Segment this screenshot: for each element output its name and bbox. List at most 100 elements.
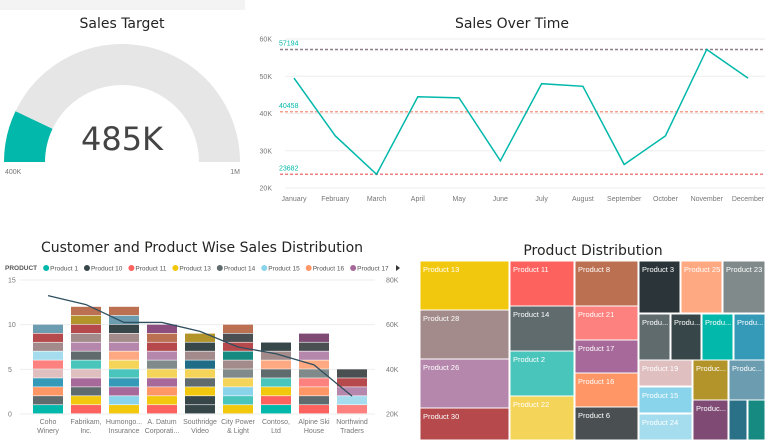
treemap-tile-rect[interactable] [729, 400, 747, 440]
treemap-tile-rect[interactable] [693, 400, 728, 440]
treemap-tile-rect[interactable] [693, 360, 728, 400]
treemap-tile[interactable]: Product 25 [681, 261, 722, 313]
treemap-tile-rect[interactable] [734, 314, 765, 360]
legend-item[interactable]: Product 10 [91, 266, 123, 273]
bar-segment[interactable] [185, 378, 215, 387]
treemap-tile[interactable]: Product 6 [575, 407, 638, 440]
bar-segment[interactable] [299, 369, 329, 378]
bar-segment[interactable] [33, 378, 63, 387]
treemap-tile[interactable]: Product 17 [575, 340, 638, 373]
treemap-tile[interactable] [729, 400, 747, 440]
bar-segment[interactable] [33, 387, 63, 396]
treemap-tile-rect[interactable] [681, 261, 722, 313]
bar-segment[interactable] [147, 333, 177, 342]
bar-segment[interactable] [33, 324, 63, 333]
bar-segment[interactable] [147, 342, 177, 351]
bar-segment[interactable] [109, 351, 139, 360]
treemap-tile-rect[interactable] [420, 408, 509, 440]
treemap-tile[interactable] [748, 400, 765, 440]
treemap-tile[interactable]: Product 11 [510, 261, 574, 306]
treemap-tile-rect[interactable] [510, 396, 574, 440]
bar-segment[interactable] [147, 387, 177, 396]
treemap-tile-rect[interactable] [702, 314, 733, 360]
bar-segment[interactable] [71, 387, 101, 396]
treemap-tile-rect[interactable] [510, 351, 574, 396]
bar-segment[interactable] [109, 315, 139, 325]
bar-segment[interactable] [147, 324, 177, 333]
bar-segment[interactable] [261, 378, 291, 387]
bar-segment[interactable] [337, 405, 367, 414]
treemap-tile-rect[interactable] [420, 261, 509, 310]
bar-segment[interactable] [33, 360, 63, 369]
legend-item[interactable]: Product 15 [268, 266, 300, 273]
treemap-tile-rect[interactable] [575, 306, 638, 340]
bar-segment[interactable] [33, 369, 63, 378]
treemap-tile[interactable]: Product 22 [510, 396, 574, 440]
bar-segment[interactable] [261, 405, 291, 414]
bar-segment[interactable] [71, 405, 101, 414]
bar-segment[interactable] [185, 342, 215, 351]
sales-target-visual[interactable]: Sales Target 485K 400K 1M [0, 0, 245, 176]
bar-segment[interactable] [71, 333, 101, 342]
bar-stack[interactable] [71, 306, 101, 414]
bar-segment[interactable] [109, 405, 139, 414]
bar-segment[interactable] [147, 405, 177, 414]
treemap-tile[interactable]: Product 23 [723, 261, 765, 313]
bar-segment[interactable] [109, 342, 139, 351]
bar-stack[interactable] [33, 324, 63, 414]
sales-total-line[interactable] [47, 295, 353, 397]
treemap-tile[interactable]: Product 3 [639, 261, 680, 313]
bar-segment[interactable] [223, 351, 253, 360]
bar-segment[interactable] [223, 324, 253, 333]
bar-segment[interactable] [185, 333, 215, 342]
treemap-tile-rect[interactable] [748, 400, 765, 440]
bar-segment[interactable] [71, 369, 101, 378]
treemap-tile-rect[interactable] [420, 359, 509, 408]
bar-segment[interactable] [71, 342, 101, 351]
treemap-tile[interactable]: Product 24 [639, 414, 692, 440]
bar-stack[interactable] [147, 324, 177, 414]
treemap-tile[interactable]: Product 14 [510, 306, 574, 351]
bar-stack[interactable] [109, 306, 139, 414]
treemap-tile-rect[interactable] [575, 407, 638, 440]
treemap-tile-rect[interactable] [639, 387, 692, 413]
treemap-tile[interactable]: Product 15 [639, 387, 692, 413]
bar-segment[interactable] [261, 396, 291, 405]
bar-segment[interactable] [109, 396, 139, 405]
bar-segment[interactable] [299, 387, 329, 396]
bar-segment[interactable] [109, 333, 139, 342]
treemap-tile[interactable]: Produ... [639, 314, 670, 360]
treemap-tile[interactable]: Product 21 [575, 306, 638, 340]
bar-segment[interactable] [109, 378, 139, 387]
treemap-tile[interactable]: Product 26 [420, 359, 509, 408]
bar-segment[interactable] [71, 360, 101, 369]
bar-segment[interactable] [71, 378, 101, 387]
bar-segment[interactable] [337, 396, 367, 405]
treemap-tile-rect[interactable] [510, 261, 574, 306]
treemap-tile-rect[interactable] [575, 340, 638, 373]
bar-segment[interactable] [185, 369, 215, 378]
bar-segment[interactable] [299, 405, 329, 414]
bar-segment[interactable] [109, 324, 139, 333]
treemap-tile[interactable]: Product 30 [420, 408, 509, 440]
treemap-tile-rect[interactable] [575, 261, 638, 306]
bar-segment[interactable] [109, 306, 139, 316]
treemap-tile[interactable]: Produc... [729, 360, 765, 400]
legend-item[interactable]: Product 1 [50, 266, 78, 273]
bar-segment[interactable] [71, 324, 101, 333]
treemap-tile[interactable]: Produ... [702, 314, 733, 360]
customer-product-sales-visual[interactable]: Customer and Product Wise Sales Distribu… [5, 240, 400, 435]
treemap-tile[interactable]: Produc... [693, 360, 728, 400]
treemap-tile[interactable]: Product 28 [420, 310, 509, 359]
bar-segment[interactable] [71, 315, 101, 325]
bar-segment[interactable] [223, 369, 253, 378]
bar-segment[interactable] [337, 378, 367, 387]
legend-item[interactable]: Product 14 [224, 266, 256, 273]
bar-segment[interactable] [147, 351, 177, 360]
bar-segment[interactable] [147, 396, 177, 405]
treemap-tile-rect[interactable] [420, 310, 509, 359]
treemap-tile-rect[interactable] [723, 261, 765, 313]
legend-item[interactable]: Product 17 [357, 266, 389, 273]
treemap-tile[interactable]: Produ... [671, 314, 701, 360]
bar-segment[interactable] [299, 378, 329, 387]
